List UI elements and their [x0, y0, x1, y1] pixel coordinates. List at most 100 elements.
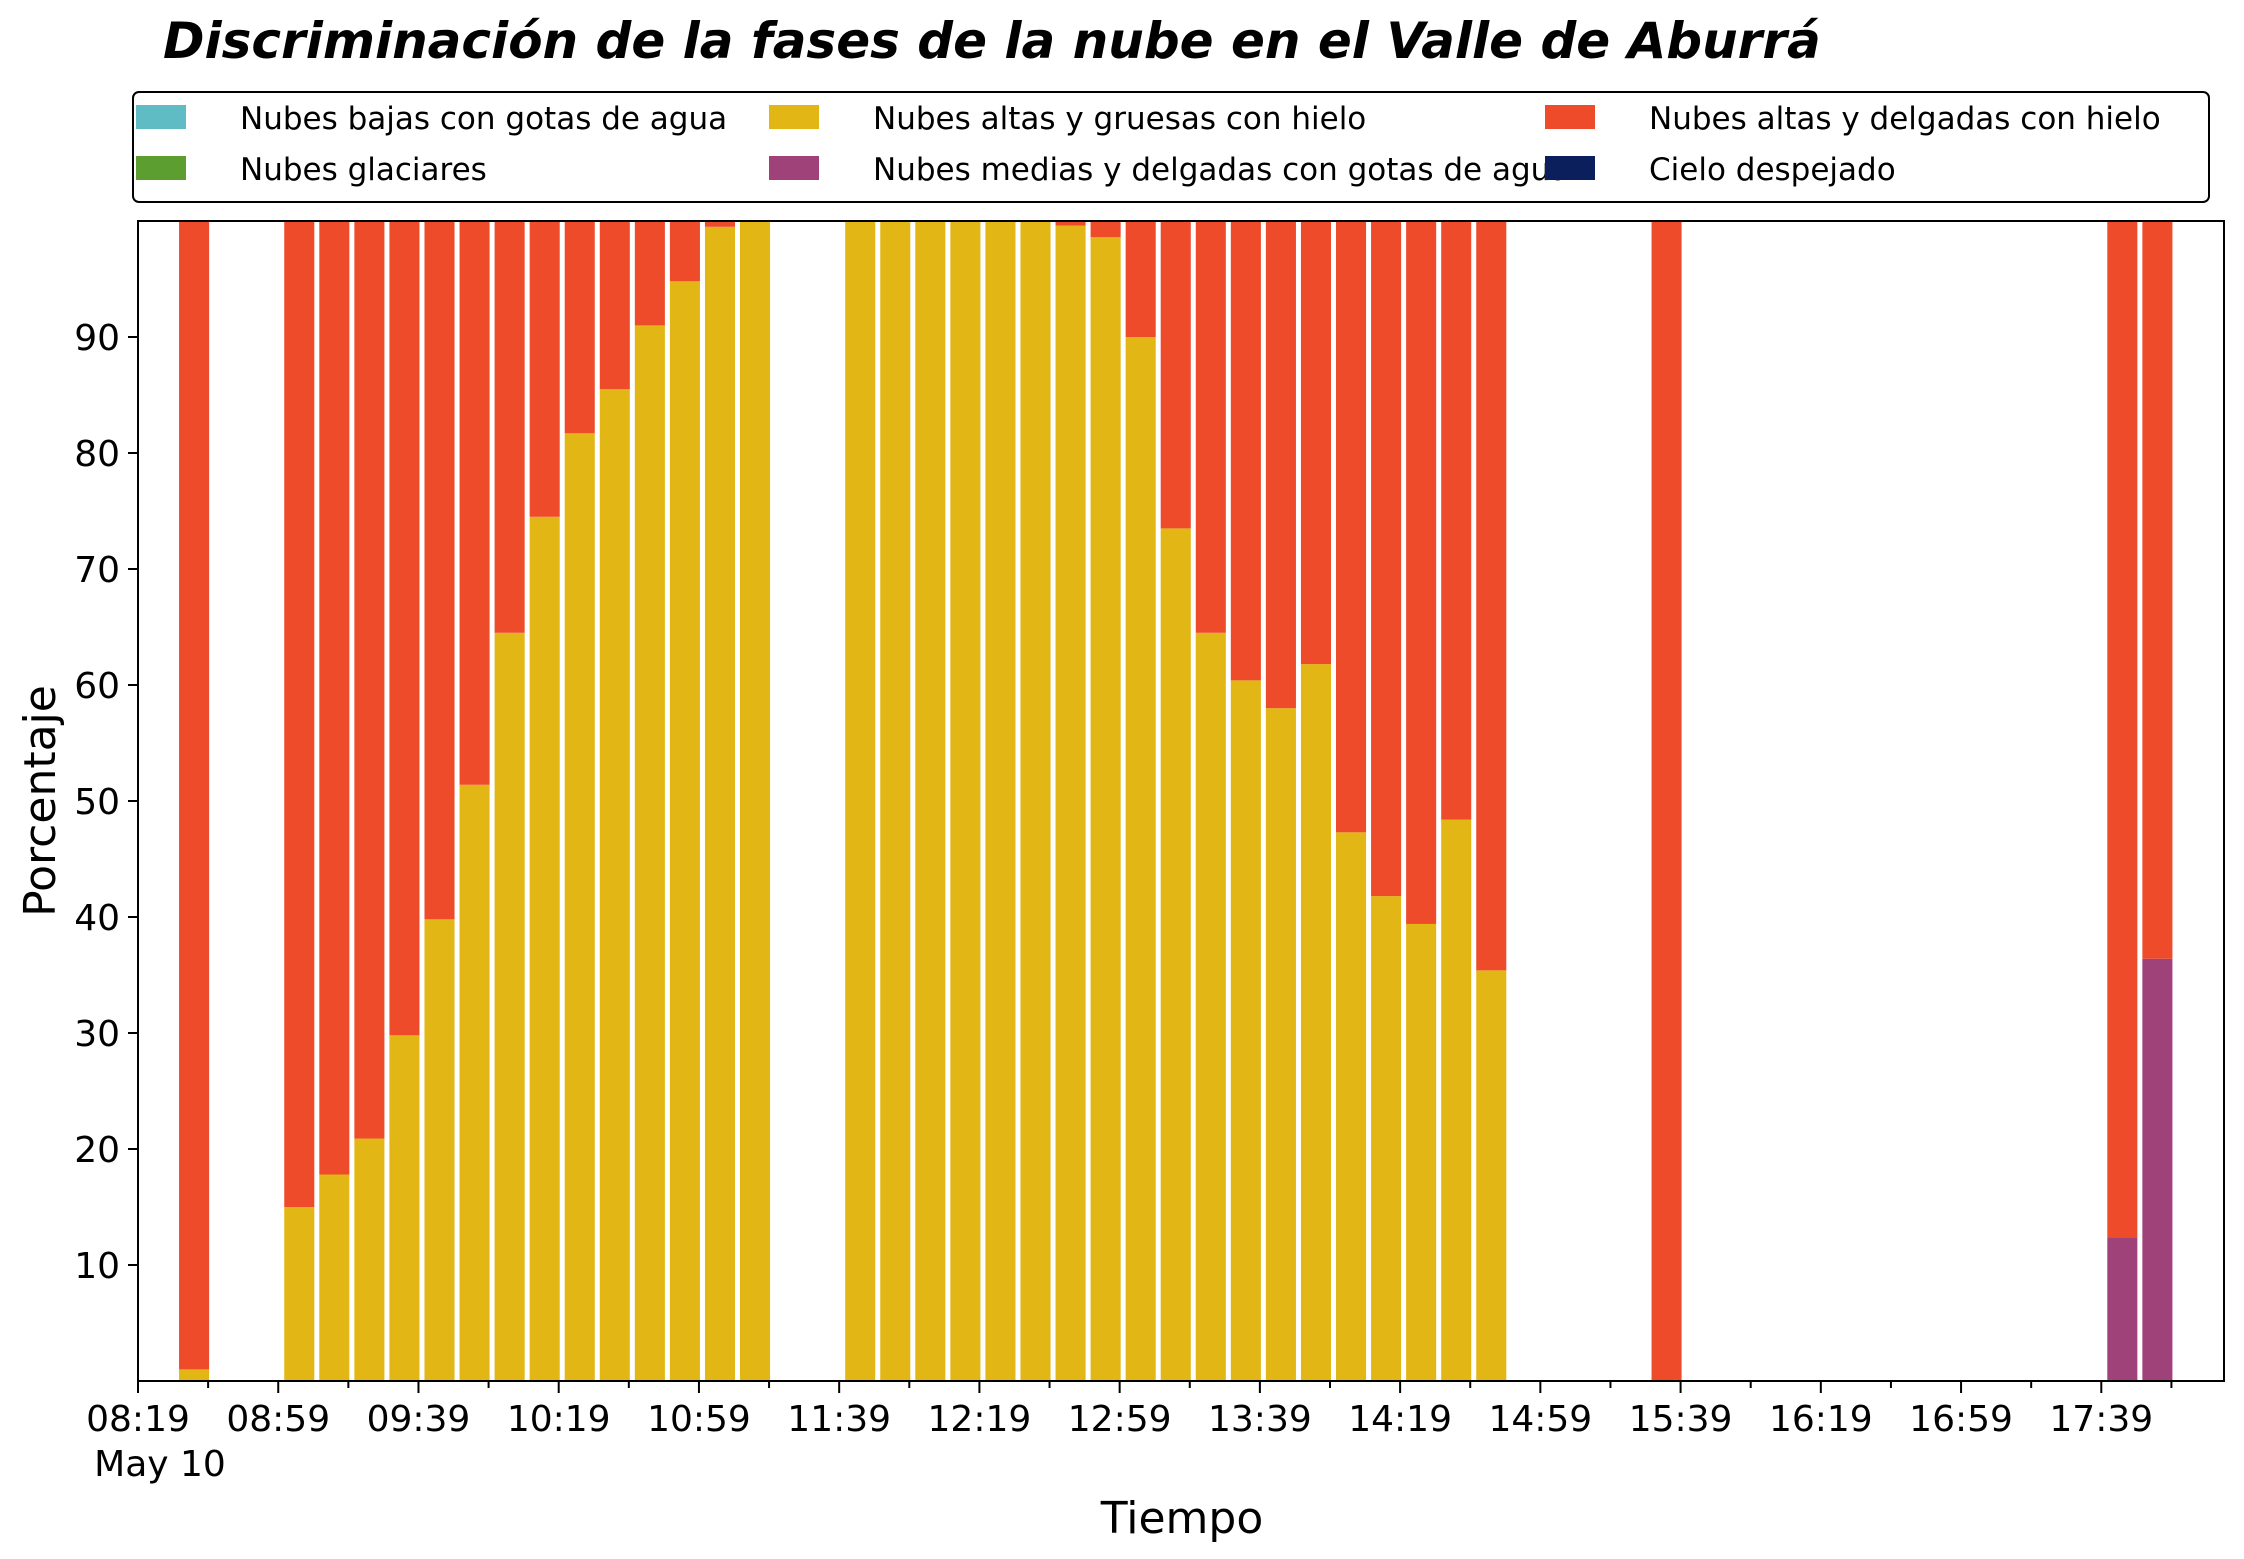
y-tick-label: 90	[74, 318, 120, 359]
chart-title: Discriminación de la fases de la nube en…	[163, 12, 1821, 70]
bar-nubes-altas-y-gruesas-con-hielo-1215	[950, 221, 981, 1381]
bar-nubes-altas-y-delgadas-con-hielo-1355	[1300, 221, 1332, 665]
bar-nubes-altas-y-gruesas-con-hielo-1255	[1090, 237, 1121, 1382]
plot-area: 10 20 30 40 50 60 70 80 90 08:19 08:59 09:39 10:19 1…	[74, 220, 2225, 1440]
bar-nubes-altas-y-delgadas-con-hielo-1415	[1371, 221, 1402, 897]
bar-nubes-altas-y-gruesas-con-hielo-1225	[985, 221, 1016, 1381]
y-tick-label: 20	[74, 1130, 120, 1171]
bar-nubes-altas-y-delgadas-con-hielo-1305	[1125, 221, 1156, 337]
x-axis-label: Tiempo	[1100, 1493, 1264, 1544]
x-tick-label: 12:59	[1068, 1399, 1172, 1440]
x-tick-label: 14:59	[1488, 1399, 1592, 1440]
bar-nubes-altas-y-delgadas-con-hielo-1335	[1230, 221, 1261, 681]
bar-nubes-altas-y-delgadas-con-hielo-0905	[284, 221, 315, 1207]
legend-label-nubes-bajas-con-gotas-de-agua: Nubes bajas con gotas de agua	[240, 101, 727, 137]
bar-nubes-altas-y-gruesas-con-hielo-0835	[179, 1369, 210, 1381]
bar-nubes-altas-y-gruesas-con-hielo-1445	[1476, 970, 1507, 1381]
bar-nubes-altas-y-delgadas-con-hielo-1755	[2142, 221, 2173, 959]
bar-nubes-altas-y-delgadas-con-hielo-1405	[1336, 221, 1367, 833]
bar-nubes-altas-y-delgadas-con-hielo-0925	[354, 221, 385, 1139]
bar-nubes-altas-y-gruesas-con-hielo-1425	[1406, 923, 1437, 1381]
x-tick-label: 09:39	[367, 1399, 471, 1440]
y-axis-label: Porcentaje	[15, 685, 66, 917]
bar-nubes-altas-y-delgadas-con-hielo-1015	[529, 221, 560, 517]
y-tick-label: 30	[74, 1014, 120, 1055]
x-tick-label: 13:39	[1208, 1399, 1312, 1440]
bar-nubes-altas-y-delgadas-con-hielo-1105	[704, 221, 736, 227]
x-tick-label: 10:59	[647, 1399, 751, 1440]
bar-nubes-altas-y-gruesas-con-hielo-1435	[1441, 819, 1472, 1381]
x-date-label: May 10	[94, 1444, 226, 1485]
bar-nubes-altas-y-gruesas-con-hielo-1345	[1265, 708, 1296, 1381]
y-tick-label: 70	[74, 550, 120, 591]
legend-swatch-nubes-altas-y-delgadas-con-hielo	[1545, 105, 1595, 129]
legend-swatch-cielo-despejado	[1545, 156, 1595, 180]
bar-nubes-altas-y-gruesas-con-hielo-0945	[424, 919, 455, 1381]
bar-nubes-altas-y-gruesas-con-hielo-0915	[319, 1174, 350, 1381]
y-tick-label: 50	[74, 782, 120, 823]
x-tick-label: 14:19	[1348, 1399, 1452, 1440]
bar-nubes-medias-y-delgadas-con-gotas-de-agua-1745	[2107, 1237, 2138, 1381]
bar-nubes-altas-y-delgadas-con-hielo-0945	[424, 221, 455, 920]
bar-nubes-altas-y-delgadas-con-hielo-1245	[1055, 221, 1086, 226]
bar-nubes-altas-y-gruesas-con-hielo-1115	[740, 221, 771, 1381]
bar-nubes-altas-y-gruesas-con-hielo-0955	[459, 784, 490, 1381]
bar-nubes-altas-y-delgadas-con-hielo-1535	[1651, 221, 1682, 1381]
bar-nubes-altas-y-gruesas-con-hielo-1415	[1371, 896, 1402, 1381]
bar-nubes-altas-y-delgadas-con-hielo-1045	[634, 221, 665, 326]
bar-nubes-altas-y-gruesas-con-hielo-0935	[389, 1035, 420, 1381]
bar-nubes-altas-y-gruesas-con-hielo-1105	[704, 226, 736, 1381]
legend-swatch-nubes-altas-y-gruesas-con-hielo	[769, 105, 819, 129]
bar-nubes-altas-y-gruesas-con-hielo-1005	[494, 632, 525, 1381]
x-tick-label: 08:59	[226, 1399, 330, 1440]
x-tick-label: 16:59	[1909, 1399, 2013, 1440]
bars-group	[179, 221, 2173, 1382]
bar-nubes-altas-y-gruesas-con-hielo-1335	[1230, 680, 1261, 1381]
bar-nubes-altas-y-delgadas-con-hielo-0955	[459, 221, 490, 785]
y-tick-label: 40	[74, 898, 120, 939]
bar-nubes-altas-y-gruesas-con-hielo-1325	[1195, 632, 1226, 1381]
x-tick-label: 12:19	[928, 1399, 1032, 1440]
bar-nubes-altas-y-gruesas-con-hielo-1035	[599, 389, 630, 1381]
bar-nubes-altas-y-gruesas-con-hielo-1235	[1020, 221, 1051, 1381]
x-tick-label: 10:19	[507, 1399, 611, 1440]
x-tick-label: 11:39	[787, 1399, 891, 1440]
y-tick-label: 80	[74, 434, 120, 475]
bar-nubes-altas-y-gruesas-con-hielo-1025	[564, 433, 595, 1381]
legend-swatch-nubes-glaciares	[136, 156, 186, 180]
bar-nubes-altas-y-delgadas-con-hielo-1035	[599, 221, 630, 390]
legend-label-nubes-altas-y-delgadas-con-hielo: Nubes altas y delgadas con hielo	[1649, 101, 2161, 137]
bar-nubes-altas-y-gruesas-con-hielo-1405	[1336, 832, 1367, 1381]
x-axis: 08:19 08:59 09:39 10:19 10:59 11:39 12:19 12:59…	[86, 1381, 2173, 1440]
bar-nubes-altas-y-delgadas-con-hielo-1055	[669, 221, 700, 282]
x-tick-label: 16:19	[1769, 1399, 1873, 1440]
bar-nubes-altas-y-delgadas-con-hielo-1025	[564, 221, 595, 434]
bar-nubes-altas-y-delgadas-con-hielo-0935	[389, 221, 420, 1036]
bar-nubes-altas-y-gruesas-con-hielo-1305	[1125, 337, 1156, 1381]
y-tick-label: 10	[74, 1246, 120, 1287]
bar-nubes-altas-y-gruesas-con-hielo-1205	[915, 221, 946, 1381]
bar-nubes-altas-y-delgadas-con-hielo-1345	[1265, 221, 1296, 709]
bar-nubes-altas-y-delgadas-con-hielo-1255	[1090, 221, 1121, 238]
bar-nubes-altas-y-delgadas-con-hielo-0835	[179, 221, 210, 1370]
bar-nubes-medias-y-delgadas-con-gotas-de-agua-1755	[2142, 958, 2173, 1381]
legend-label-cielo-despejado: Cielo despejado	[1649, 152, 1896, 188]
y-axis: 10 20 30 40 50 60 70 80 90	[74, 318, 138, 1287]
bar-nubes-altas-y-gruesas-con-hielo-1355	[1300, 664, 1332, 1381]
bar-nubes-altas-y-delgadas-con-hielo-1005	[494, 221, 525, 633]
bar-nubes-altas-y-delgadas-con-hielo-1445	[1476, 221, 1507, 971]
bar-nubes-altas-y-gruesas-con-hielo-1155	[880, 221, 911, 1381]
legend-swatch-nubes-bajas-con-gotas-de-agua	[136, 105, 186, 129]
legend-label-nubes-medias-y-delgadas-con-gotas-de-agua: Nubes medias y delgadas con gotas de agu…	[873, 152, 1569, 188]
bar-nubes-altas-y-gruesas-con-hielo-0925	[354, 1138, 385, 1381]
legend-swatch-nubes-medias-y-delgadas-con-gotas-de-agua	[769, 156, 819, 180]
bar-nubes-altas-y-delgadas-con-hielo-1435	[1441, 221, 1472, 820]
y-tick-label: 60	[74, 666, 120, 707]
bar-nubes-altas-y-delgadas-con-hielo-0915	[319, 221, 350, 1175]
bar-nubes-altas-y-delgadas-con-hielo-1325	[1195, 221, 1226, 633]
bar-nubes-altas-y-gruesas-con-hielo-1315	[1160, 528, 1191, 1381]
bar-nubes-altas-y-delgadas-con-hielo-1315	[1160, 221, 1191, 529]
x-tick-label: 08:19	[86, 1399, 190, 1440]
bar-nubes-altas-y-gruesas-con-hielo-1015	[529, 516, 560, 1381]
